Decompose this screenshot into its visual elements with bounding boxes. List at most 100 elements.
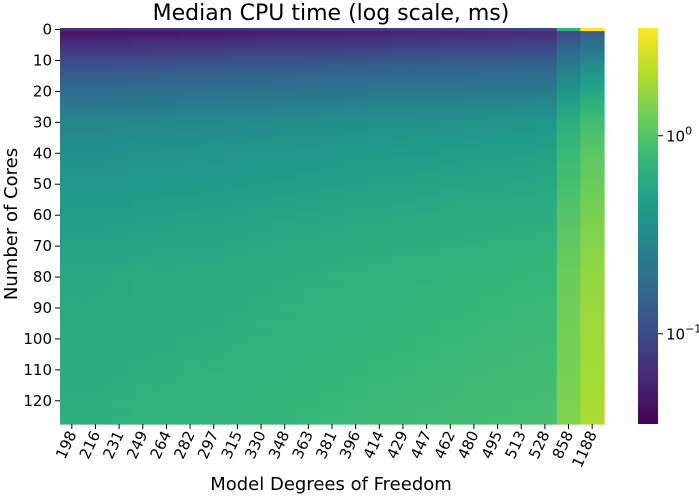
heatmap-cell — [556, 167, 581, 171]
heatmap-cell — [485, 318, 510, 323]
heatmap-cell — [178, 325, 203, 329]
heatmap-cell — [367, 229, 392, 233]
heatmap-cell — [107, 414, 132, 419]
heatmap-cell — [130, 114, 156, 119]
heatmap-cell — [272, 108, 298, 113]
heatmap-cell — [391, 188, 416, 193]
heatmap-cell — [391, 300, 416, 304]
heatmap-cell — [414, 52, 440, 57]
heatmap-cell — [107, 34, 132, 38]
heatmap-cell — [60, 260, 85, 264]
heatmap-cell — [509, 58, 534, 63]
heatmap-cell — [107, 151, 132, 156]
heatmap-cell — [60, 127, 85, 131]
heatmap-cell — [272, 247, 298, 252]
heatmap-cell — [225, 340, 250, 345]
heatmap-cell — [556, 49, 581, 54]
heatmap-cell — [462, 188, 487, 193]
heatmap-cell — [414, 58, 440, 63]
heatmap-cell — [414, 294, 440, 298]
heatmap-cell — [60, 105, 85, 110]
heatmap-cell — [249, 294, 274, 298]
heatmap-cell — [580, 198, 605, 202]
heatmap-cell — [178, 133, 203, 137]
heatmap-cell — [201, 365, 227, 369]
heatmap-cell — [556, 321, 581, 326]
heatmap-cell — [367, 108, 392, 113]
heatmap-cell — [296, 253, 321, 258]
heatmap-cell — [343, 40, 369, 45]
heatmap-cell — [296, 167, 321, 171]
heatmap-cell — [320, 114, 345, 119]
heatmap-cell — [533, 58, 558, 63]
heatmap-cell — [509, 185, 534, 190]
heatmap-cell — [485, 244, 510, 249]
heatmap-cell — [485, 123, 510, 128]
heatmap-cell — [249, 300, 274, 304]
heatmap-cell — [533, 148, 558, 153]
heatmap-cell — [320, 352, 345, 357]
heatmap-cell — [225, 287, 250, 292]
heatmap-cell — [107, 331, 132, 335]
heatmap-cell — [296, 278, 321, 283]
heatmap-cell — [107, 123, 132, 128]
heatmap-cell — [343, 303, 369, 308]
heatmap-cell — [296, 238, 321, 243]
heatmap-cell — [414, 297, 440, 301]
heatmap-cell — [154, 365, 179, 369]
heatmap-cell — [414, 179, 440, 184]
heatmap-cell — [296, 213, 321, 218]
heatmap-cell — [462, 321, 487, 326]
heatmap-cell — [414, 43, 440, 48]
heatmap-cell — [343, 58, 369, 63]
heatmap-cell — [201, 139, 227, 144]
heatmap-cell — [414, 182, 440, 187]
heatmap-cell — [320, 222, 345, 227]
heatmap-cell — [201, 102, 227, 106]
heatmap-cell — [533, 55, 558, 60]
heatmap-cell — [249, 266, 274, 270]
heatmap-cell — [130, 297, 156, 301]
heatmap-cell — [367, 71, 392, 75]
heatmap-cell — [296, 266, 321, 270]
heatmap-cell — [130, 315, 156, 320]
heatmap-cell — [201, 136, 227, 140]
heatmap-cell — [485, 182, 510, 187]
heatmap-cell — [225, 204, 250, 209]
heatmap-cell — [225, 52, 250, 57]
heatmap-cell — [178, 275, 203, 280]
heatmap-cell — [272, 396, 298, 400]
heatmap-cell — [154, 185, 179, 190]
heatmap-cell — [485, 414, 510, 419]
heatmap-cell — [485, 312, 510, 317]
heatmap-cell — [296, 117, 321, 122]
heatmap-cell — [556, 151, 581, 156]
heatmap-cell — [414, 238, 440, 243]
heatmap-cell — [225, 371, 250, 376]
heatmap-cell — [556, 34, 581, 38]
heatmap-cell — [556, 89, 581, 94]
heatmap-cell — [485, 275, 510, 280]
heatmap-cell — [533, 191, 558, 196]
heatmap-cell — [225, 55, 250, 60]
heatmap-cell — [367, 213, 392, 218]
heatmap-cell — [580, 321, 605, 326]
heatmap-cell — [556, 99, 581, 103]
heatmap-cell — [533, 34, 558, 38]
heatmap-cell — [201, 46, 227, 51]
heatmap-cell — [391, 127, 416, 131]
heatmap-cell — [60, 170, 85, 174]
heatmap-cell — [462, 250, 487, 255]
heatmap-cell — [178, 374, 203, 379]
heatmap-cell — [154, 294, 179, 298]
heatmap-cell — [178, 253, 203, 258]
heatmap-cell — [367, 312, 392, 317]
heatmap-cell — [272, 117, 298, 122]
heatmap-cell — [154, 411, 179, 416]
heatmap-cell — [533, 226, 558, 230]
heatmap-cell — [60, 89, 85, 94]
heatmap-cell — [320, 238, 345, 243]
heatmap-cell — [225, 43, 250, 48]
heatmap-cell — [556, 157, 581, 162]
heatmap-cell — [580, 31, 605, 35]
